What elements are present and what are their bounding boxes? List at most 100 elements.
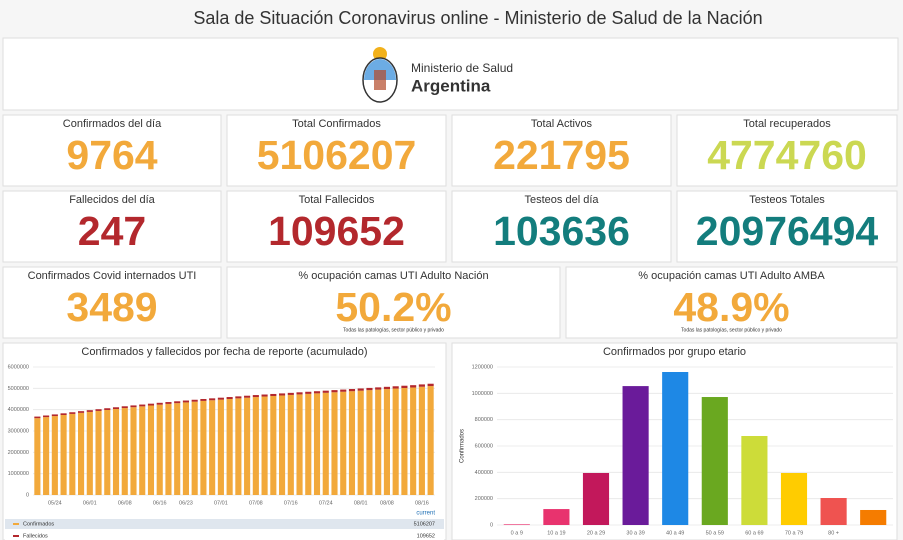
x-tick-label: 70 a 79 — [785, 530, 803, 536]
bar-segment — [357, 390, 364, 495]
bar-segment — [121, 406, 128, 409]
bar-segment — [147, 405, 155, 495]
bar-segment — [296, 394, 303, 495]
kpi-label: % ocupación camas UTI Adulto AMBA — [638, 270, 825, 282]
kpi-value: 50.2% — [335, 284, 451, 330]
bar-segment — [200, 400, 207, 495]
bar — [701, 397, 728, 525]
legend-swatch — [13, 535, 19, 537]
x-tick-label: 0 a 9 — [511, 530, 523, 536]
bar-segment — [348, 389, 356, 392]
bar-segment — [174, 403, 181, 495]
kpi-box — [226, 114, 447, 187]
bar-segment — [279, 393, 286, 396]
bar-segment — [235, 398, 242, 495]
x-tick-label: 06/23 — [179, 500, 193, 506]
x-tick-label: 20 a 29 — [587, 530, 605, 536]
bar-segment — [60, 415, 67, 495]
bar-segment — [244, 395, 251, 398]
y-tick-label: 1000000 — [472, 391, 493, 397]
bar — [741, 435, 768, 525]
y-tick-label: 2000000 — [8, 450, 29, 456]
bar-segment — [366, 387, 373, 391]
legend-value: 5106207 — [414, 521, 435, 527]
bar — [662, 372, 689, 525]
x-tick-label: 30 a 39 — [626, 530, 644, 536]
bar-segment — [261, 394, 268, 397]
bar-segment — [182, 402, 189, 495]
kpi-label: Total Activos — [531, 118, 593, 130]
bar-segment — [156, 402, 163, 405]
bar-segment — [322, 392, 329, 495]
bar-segment — [418, 384, 425, 387]
bar-segment — [165, 403, 172, 495]
bar-segment — [252, 397, 259, 495]
bar-segment — [322, 390, 329, 393]
bar — [582, 472, 610, 525]
bar-segment — [313, 391, 321, 394]
y-tick-label: 4000000 — [8, 407, 29, 413]
bar-segment — [147, 403, 155, 406]
bar-segment — [418, 386, 425, 495]
kpi-box — [451, 114, 672, 187]
bar-segment — [69, 413, 76, 495]
kpi-label: % ocupación camas UTI Adulto Nación — [298, 270, 488, 282]
bar-segment — [226, 397, 233, 399]
bar-segment — [43, 415, 50, 418]
bar-segment — [340, 391, 347, 495]
y-tick-label: 800000 — [475, 417, 493, 423]
kpi-box — [2, 190, 222, 263]
logo-line2: Argentina — [411, 76, 491, 95]
y-tick-label: 0 — [490, 522, 493, 528]
bar-segment — [261, 396, 268, 495]
bar — [622, 386, 649, 525]
legend-value: 109652 — [417, 533, 435, 539]
y-axis-label: Confirmados — [460, 429, 466, 463]
bar — [543, 509, 570, 525]
x-tick-label: 08/16 — [415, 500, 429, 506]
x-tick-label: 06/16 — [153, 500, 167, 506]
bar-segment — [296, 392, 303, 395]
bar-segment — [104, 408, 111, 410]
kpi-box — [2, 266, 222, 339]
bar-segment — [287, 394, 294, 495]
legend-name: Fallecidos — [23, 533, 48, 539]
x-tick-label: 08/01 — [354, 500, 368, 506]
bar-segment — [410, 387, 417, 495]
bar-segment — [313, 393, 321, 495]
kpi-value: 9764 — [66, 132, 157, 178]
kpi-value: 20976494 — [696, 208, 879, 254]
bar-segment — [174, 401, 181, 404]
y-tick-label: 5000000 — [8, 386, 29, 392]
bar-segment — [279, 395, 286, 495]
y-tick-label: 200000 — [475, 496, 493, 502]
bar-segment — [209, 398, 216, 401]
chart-title: Confirmados y fallecidos por fecha de re… — [81, 346, 367, 358]
bar-segment — [217, 399, 224, 495]
bar-segment — [217, 397, 224, 400]
bar-segment — [51, 414, 58, 417]
kpi-box — [565, 266, 898, 339]
bar — [860, 509, 887, 525]
x-tick-label: 05/24 — [48, 500, 62, 506]
bar-segment — [69, 412, 76, 414]
bar-segment — [375, 389, 382, 495]
bar-segment — [226, 399, 233, 495]
x-tick-label: 50 a 59 — [706, 530, 724, 536]
kpi-value: 48.9% — [673, 284, 789, 330]
kpi-box — [451, 190, 672, 263]
bar-segment — [383, 389, 390, 495]
bar — [780, 472, 808, 525]
bar-segment — [270, 396, 277, 495]
y-tick-label: 3000000 — [8, 428, 29, 434]
bar-segment — [244, 397, 251, 495]
x-tick-label: 80 + — [828, 530, 839, 536]
bar-segment — [427, 383, 434, 387]
kpi-label: Total Fallecidos — [299, 194, 375, 206]
kpi-label: Total recuperados — [743, 118, 831, 130]
bar-segment — [112, 407, 120, 410]
legend-swatch — [13, 523, 19, 525]
bar-segment — [366, 390, 373, 495]
legend-header: current — [416, 511, 435, 517]
bar-segment — [139, 404, 146, 407]
